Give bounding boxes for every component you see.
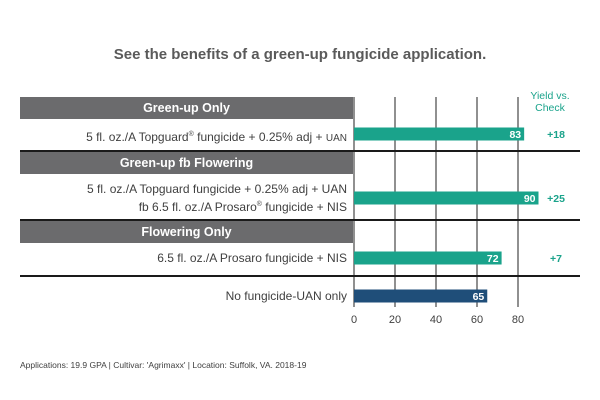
bar-value-label: 65 (473, 291, 485, 303)
yield-vs-check-value: +25 (547, 193, 565, 205)
x-tick-label: 0 (351, 314, 357, 326)
yield-vs-check-header-line2: Check (535, 102, 565, 114)
bar-value-label: 83 (509, 129, 521, 141)
x-tick-label: 80 (512, 314, 524, 326)
registered-mark: ® (188, 131, 194, 138)
row-label-prosaro: 6.5 fl. oz./A Prosaro fungicide + NIS (157, 251, 347, 265)
x-tick-label: 40 (430, 314, 442, 326)
section-separator (20, 275, 580, 277)
row-label-topguard-part1: 5 fl. oz./A Topguard (86, 130, 189, 144)
row-label-line2-part2: fungicide + NIS (261, 200, 347, 214)
section-separator (20, 219, 580, 221)
footer-note: Applications: 19.9 GPA | Cultivar: 'Agri… (20, 360, 307, 370)
row-label-topguard: 5 fl. oz./A Topguard® fungicide + 0.25% … (20, 127, 347, 146)
bar (354, 127, 525, 141)
section-separator (20, 150, 580, 152)
row-label-topguard-part2: fungicide + 0.25% adj + (193, 130, 326, 144)
bar (354, 289, 488, 303)
chart-title: See the benefits of a green-up fungicide… (113, 46, 487, 63)
bar (354, 191, 539, 205)
x-tick-label: 20 (389, 314, 401, 326)
section-band-green-up-only: Green-up Only (20, 97, 353, 119)
yield-vs-check-value: +18 (547, 129, 565, 141)
row-label-topguard-prosaro-line1: 5 fl. oz./A Topguard fungicide + 0.25% a… (87, 182, 347, 196)
row-label-no-fungicide: No fungicide-UAN only (225, 289, 347, 303)
registered-mark: ® (256, 201, 262, 208)
section-band-flowering-only: Flowering Only (20, 221, 353, 243)
bar (354, 251, 502, 265)
row-label-topguard-prosaro: 5 fl. oz./A Topguard fungicide + 0.25% a… (20, 182, 347, 215)
bar-value-label: 90 (524, 193, 536, 205)
bar-value-label: 72 (487, 253, 499, 265)
yield-vs-check-value: +7 (550, 253, 562, 265)
yield-vs-check-header: Yield vs. Check (512, 90, 588, 114)
x-tick-label: 60 (471, 314, 483, 326)
yield-vs-check-header-line1: Yield vs. (530, 90, 570, 102)
row-label-topguard-prosaro-line2: fb 6.5 fl. oz./A Prosaro® fungicide + NI… (20, 197, 347, 215)
row-label-line2-part1: fb 6.5 fl. oz./A Prosaro (138, 200, 257, 214)
section-band-green-up-fb-flowering: Green-up fb Flowering (20, 152, 353, 174)
row-label-topguard-uan: UAN (325, 133, 347, 144)
